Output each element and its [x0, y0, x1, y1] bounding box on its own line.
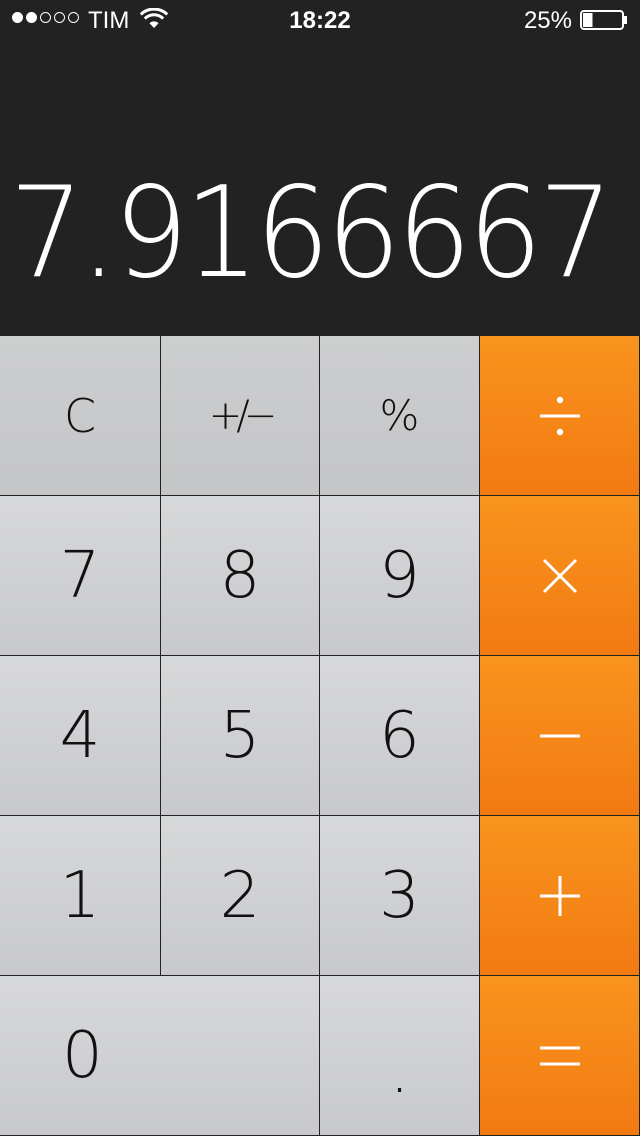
digit-2-label: 2	[219, 858, 261, 933]
battery-icon	[580, 10, 627, 30]
decimal-label: .	[389, 1033, 410, 1108]
clock: 18:22	[289, 7, 351, 34]
signal-dot	[54, 12, 65, 23]
wifi-icon	[140, 8, 168, 28]
digit-2-button[interactable]: 2	[161, 816, 320, 976]
signal-strength-icon	[12, 12, 79, 23]
equals-icon	[539, 1046, 580, 1065]
percent-label: %	[379, 390, 420, 440]
digit-1-button[interactable]: 1	[0, 816, 161, 976]
signal-dot	[40, 12, 51, 23]
carrier-name: TIM	[88, 7, 130, 34]
digit-1-label: 1	[59, 858, 101, 933]
clear-label: C	[63, 388, 97, 443]
plus-icon	[539, 875, 580, 916]
minus-icon	[539, 734, 580, 737]
digit-7-label: 7	[59, 538, 101, 613]
subtract-button[interactable]: −	[480, 656, 640, 816]
digit-5-button[interactable]: 5	[161, 656, 320, 816]
display-value: 17.9166667	[0, 159, 614, 306]
signal-dot	[12, 12, 23, 23]
digit-7-button[interactable]: 7	[0, 496, 161, 656]
digit-0-label: 0	[62, 1018, 103, 1093]
digit-8-label: 8	[219, 538, 261, 613]
digit-3-label: 3	[379, 858, 420, 933]
digit-4-button[interactable]: 4	[0, 656, 161, 816]
multiply-icon	[542, 558, 577, 593]
equals-button[interactable]: =	[480, 976, 640, 1136]
digit-9-button[interactable]: 9	[320, 496, 480, 656]
digit-9-label: 9	[379, 538, 420, 613]
keypad: C +/− % ÷ 7 8 9	[0, 336, 640, 1136]
result-display: 17.9166667	[0, 40, 640, 336]
decimal-button[interactable]: .	[320, 976, 480, 1136]
digit-6-label: 6	[379, 698, 420, 773]
digit-8-button[interactable]: 8	[161, 496, 320, 656]
digit-4-label: 4	[59, 698, 101, 773]
divide-button[interactable]: ÷	[480, 336, 640, 496]
plus-minus-label: +/−	[208, 392, 277, 439]
digit-3-button[interactable]: 3	[320, 816, 480, 976]
digit-5-label: 5	[219, 698, 261, 773]
battery-percent: 25%	[523, 7, 572, 34]
divide-icon	[539, 396, 580, 435]
add-button[interactable]: +	[480, 816, 640, 976]
signal-dot	[26, 12, 37, 23]
digit-0-button[interactable]: 0	[0, 976, 320, 1136]
clear-button[interactable]: C	[0, 336, 161, 496]
plus-minus-button[interactable]: +/−	[161, 336, 320, 496]
percent-button[interactable]: %	[320, 336, 480, 496]
multiply-button[interactable]: ×	[480, 496, 640, 656]
digit-6-button[interactable]: 6	[320, 656, 480, 816]
signal-dot	[68, 12, 79, 23]
status-bar: TIM 18:22 25%	[0, 0, 640, 40]
